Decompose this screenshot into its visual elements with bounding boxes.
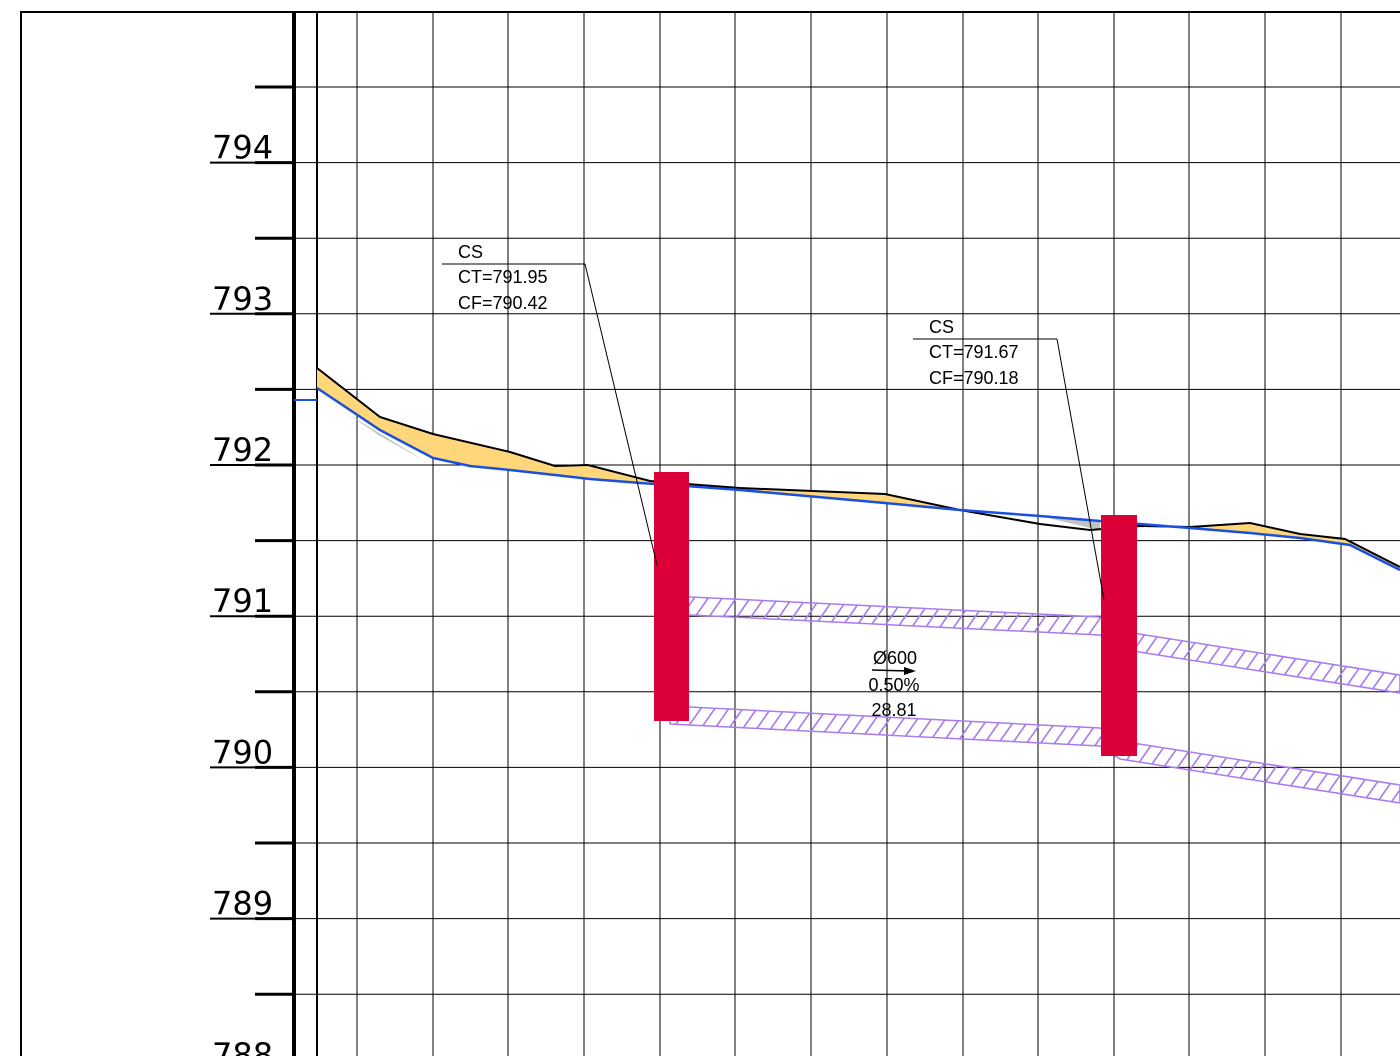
manhole-2 (1101, 515, 1137, 756)
pipe-segment (669, 595, 1400, 804)
manhole-1-ct: CT=791.95 (458, 267, 548, 287)
profile-grid (294, 12, 1400, 1056)
elevation-label: 788 (212, 1036, 273, 1056)
elevation-label: 794 (212, 129, 273, 167)
pipe-annotation: Ø600 0.50% 28.81 (868, 648, 919, 720)
elevation-axis: 794 793 792 791 790 789 788 (210, 12, 318, 1056)
pipe-diameter: Ø600 (873, 648, 917, 668)
pipe-length: 28.81 (871, 700, 916, 720)
flow-arrow-icon (871, 667, 916, 675)
drawing-frame (20, 11, 1400, 1056)
manhole-1-type: CS (458, 242, 483, 262)
elevation-label: 789 (212, 885, 273, 923)
manhole-2-annotation: CS CT=791.67 CF=790.18 (913, 317, 1105, 601)
elevation-label: 792 (212, 431, 273, 469)
cut-area (1040, 516, 1100, 529)
cut-area (345, 412, 433, 466)
fill-area (1140, 523, 1400, 570)
elevation-label: 793 (212, 280, 273, 318)
fill-area (317, 368, 660, 484)
elevation-label: 791 (212, 582, 273, 620)
elevation-label: 790 (212, 733, 273, 771)
pipe-invert-hatch (669, 705, 1400, 804)
manhole-1-annotation: CS CT=791.95 CF=790.42 (442, 242, 658, 566)
pipe-slope: 0.50% (868, 675, 919, 695)
manhole-1-cf: CF=790.42 (458, 293, 548, 313)
manhole-2-type: CS (929, 317, 954, 337)
manhole-1 (654, 472, 689, 721)
manhole-2-cf: CF=790.18 (929, 368, 1019, 388)
design-line (316, 386, 1400, 572)
pipe-crown-hatch (669, 595, 1400, 694)
terrain-line (316, 367, 1400, 568)
cut-fill-areas (317, 368, 1400, 570)
manhole-2-ct: CT=791.67 (929, 342, 1019, 362)
